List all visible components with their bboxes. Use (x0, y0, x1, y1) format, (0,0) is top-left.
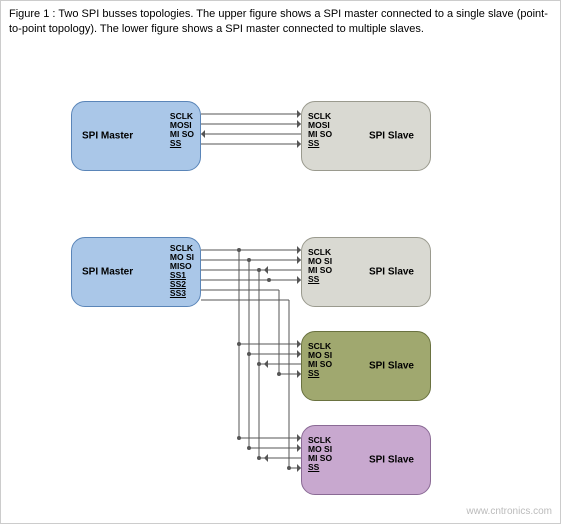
topo2-slave3-node: SCLKMO SIMI SOSS SPI Slave (301, 425, 431, 495)
watermark: www.cntronics.com (466, 506, 552, 517)
topo2-slave3-signals: SCLKMO SIMI SOSS (308, 436, 332, 472)
topo1-master-node: SPI Master SCLKMOSIMI SOSS (71, 101, 201, 171)
topo1-master-signals: SCLKMOSIMI SOSS (170, 112, 194, 148)
topo2-slave1-node: SCLKMO SIMI SOSS SPI Slave (301, 237, 431, 307)
slave-label: SPI Slave (369, 455, 414, 466)
figure-container: Figure 1 : Two SPI busses topologies. Th… (0, 0, 561, 524)
slave-label: SPI Slave (369, 361, 414, 372)
master-label: SPI Master (82, 131, 133, 142)
topo2-master-signals: SCLKMO SIMISOSS1SS2SS3 (170, 244, 194, 298)
topo2-slave2-node: SCLKMO SIMI SOSS SPI Slave (301, 331, 431, 401)
topo2-master-node: SPI Master SCLKMO SIMISOSS1SS2SS3 (71, 237, 201, 307)
topo2-slave1-signals: SCLKMO SIMI SOSS (308, 248, 332, 284)
slave-label: SPI Slave (369, 267, 414, 278)
slave-label: SPI Slave (369, 131, 414, 142)
master-label: SPI Master (82, 267, 133, 278)
topo2-slave2-signals: SCLKMO SIMI SOSS (308, 342, 332, 378)
topo1-slave-node: SCLKMOSIMI SOSS SPI Slave (301, 101, 431, 171)
figure-caption: Figure 1 : Two SPI busses topologies. Th… (9, 7, 552, 37)
topo1-slave-signals: SCLKMOSIMI SOSS (308, 112, 332, 148)
